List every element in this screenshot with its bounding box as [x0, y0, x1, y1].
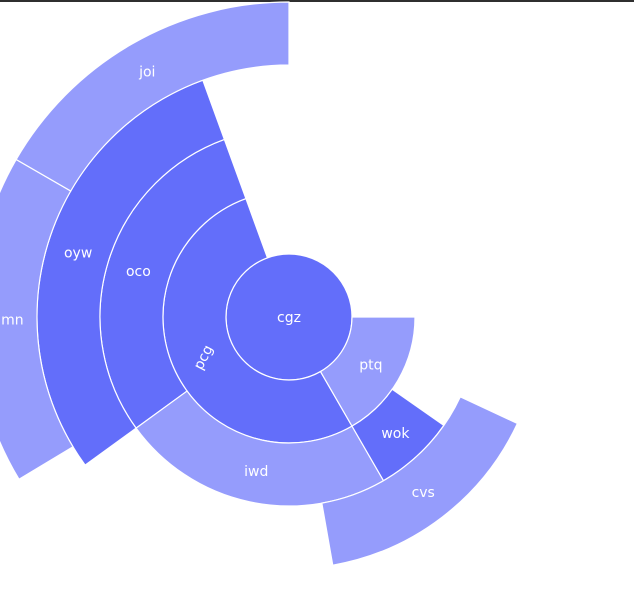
segment-cgz[interactable]: cgz — [225, 253, 353, 381]
segment-label-wok: wok — [381, 426, 410, 442]
segment-label-iwd: iwd — [244, 464, 268, 480]
segment-label-oco: oco — [126, 264, 151, 280]
segment-cvs[interactable]: cvs — [321, 396, 519, 566]
segment-label-joi: joi — [138, 64, 155, 80]
window-top-border — [0, 0, 634, 2]
segment-label-ptq: ptq — [359, 357, 382, 373]
segment-joi[interactable]: joi — [15, 1, 290, 192]
segment-iwd[interactable]: iwd — [135, 390, 385, 507]
segment-label-cgz: cgz — [277, 310, 301, 326]
segment-label-mmn: mmn — [0, 312, 24, 328]
segment-shape-iwd[interactable] — [135, 390, 385, 507]
segment-shape-cvs[interactable] — [321, 396, 519, 566]
segment-shape-joi[interactable] — [15, 1, 290, 192]
segment-label-cvs: cvs — [412, 485, 435, 501]
segment-label-oyw: oyw — [64, 246, 92, 262]
